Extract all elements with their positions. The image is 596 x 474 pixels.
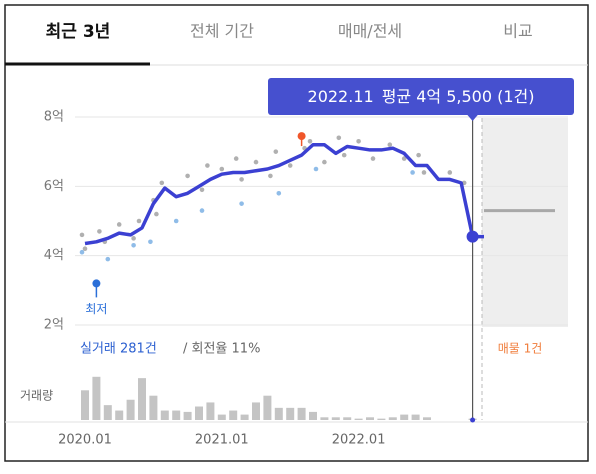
trade-dot [416, 152, 421, 158]
trade-dot [401, 156, 407, 161]
trade-dot [131, 236, 136, 241]
volume-bar [126, 399, 135, 420]
summary-trades: 실거래 281건 [80, 342, 157, 357]
tooltip-value: 평균 4억 5,500 (1건) [382, 87, 535, 106]
x-tick-label: 2020.01 [58, 433, 112, 448]
volume-bar [263, 395, 272, 420]
tab[interactable]: 매매/전세 [338, 22, 402, 41]
trade-dot [154, 211, 159, 217]
y-tick-label: 4억 [44, 248, 64, 263]
volume-bar [206, 402, 215, 420]
volume-bar [320, 417, 329, 420]
tooltip-date: 2022.11 [308, 87, 374, 106]
trade-dot [287, 163, 293, 168]
tooltip-box [268, 78, 574, 115]
volume-bar [115, 410, 124, 420]
volume-bar [331, 417, 340, 420]
trade-dot [136, 218, 142, 224]
jeonse-dot [173, 218, 179, 224]
volume-bar [217, 414, 226, 420]
jeonse-dot [276, 190, 282, 196]
cursor-point [466, 230, 479, 243]
volume-bar [286, 407, 295, 420]
volume-bar [309, 411, 317, 420]
jeonse-dot [239, 201, 244, 206]
trade-dot [79, 232, 85, 238]
volume-bar [149, 395, 158, 420]
trade-dot [253, 159, 259, 165]
trade-dot [322, 159, 327, 165]
volume-bar [81, 390, 89, 420]
trade-dot [205, 163, 210, 168]
jeonse-dot [148, 239, 153, 245]
high-marker [297, 132, 306, 141]
x-tick-label: 2022.01 [332, 433, 386, 448]
volume-bar [400, 414, 409, 420]
volume-bar [297, 407, 306, 420]
listing-label: 매물 1건 [498, 342, 543, 356]
trade-dot [268, 173, 273, 179]
jeonse-dot [131, 242, 136, 248]
jeonse-dot [410, 170, 415, 175]
y-tick-label: 2억 [44, 318, 64, 333]
tab[interactable]: 비교 [503, 22, 532, 41]
volume-bar [411, 414, 420, 420]
trade-dot [336, 135, 342, 141]
volume-bar [103, 405, 112, 420]
volume-bar [240, 414, 249, 420]
jeonse-dot [79, 249, 85, 255]
jeonse-dot [105, 256, 111, 262]
trade-dot [447, 170, 453, 175]
tab[interactable]: 전체 기간 [190, 22, 254, 41]
trade-dot [356, 138, 361, 144]
volume-bar [423, 417, 431, 420]
jeonse-dot [199, 208, 205, 213]
volume-bar [160, 410, 169, 420]
tooltip-pointer [466, 114, 479, 121]
trade-dot [370, 156, 376, 161]
low-label: 최저 [85, 302, 107, 316]
price-line [84, 142, 484, 246]
trade-dot [387, 142, 393, 148]
volume-bar [252, 402, 260, 420]
tab[interactable]: 최근 3년 [46, 22, 111, 42]
y-tick-label: 6억 [44, 179, 64, 194]
y-tick-label: 8억 [44, 110, 64, 125]
volume-label: 거래량 [20, 389, 53, 403]
trade-dot [307, 138, 313, 144]
volume-bar [366, 417, 374, 420]
trade-dot [199, 187, 205, 193]
volume-bar [229, 410, 238, 420]
volume-bar [195, 406, 203, 420]
summary-turnover: / 회전율 11% [183, 342, 260, 357]
volume-bar [388, 417, 397, 420]
trade-dot [233, 156, 239, 161]
volume-bar [377, 418, 386, 420]
trade-dot [185, 173, 190, 179]
volume-bar [138, 378, 146, 420]
trade-dot [421, 170, 427, 175]
trade-dot [239, 177, 244, 182]
tooltip-text: 2022.11 평균 4억 5,500 (1건) [308, 87, 535, 106]
volume-bar [274, 407, 283, 420]
volume-bar [92, 376, 101, 420]
low-marker [92, 279, 101, 288]
trade-dot [82, 246, 88, 252]
cursor-foot [470, 417, 476, 423]
trade-dot [219, 166, 225, 172]
forecast-area [482, 118, 568, 327]
trade-dot [97, 229, 102, 234]
jeonse-dot [313, 166, 319, 172]
trade-dot [159, 180, 165, 186]
volume-bar [183, 411, 192, 420]
volume-bar [343, 417, 352, 420]
trade-dot [273, 149, 279, 154]
volume-bar [172, 410, 181, 420]
trade-dot [116, 222, 122, 227]
volume-bar [354, 418, 363, 420]
trade-dot [341, 152, 347, 158]
x-tick-label: 2021.01 [195, 433, 249, 448]
